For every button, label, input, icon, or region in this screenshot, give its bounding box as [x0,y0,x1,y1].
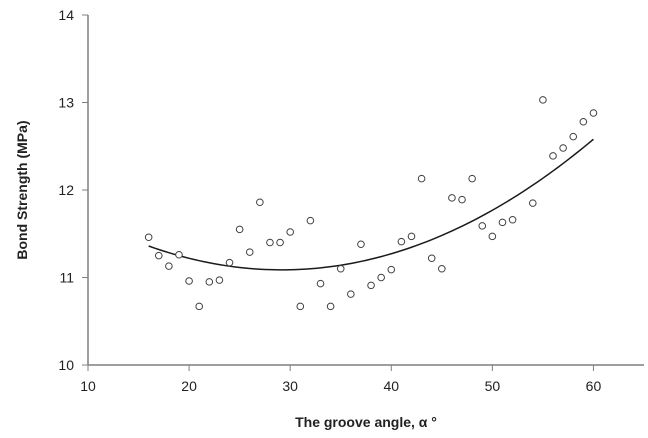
data-point [509,216,516,223]
data-point [307,217,314,224]
data-point [297,303,304,310]
data-point [337,265,344,272]
y-axis-ticks: 10 11 12 13 14 [58,7,88,373]
data-point [499,219,506,226]
trendline [149,139,594,270]
x-tick-label: 30 [282,378,298,394]
data-point [479,223,486,230]
data-point [186,278,193,285]
y-tick-label: 13 [58,95,74,111]
x-axis-ticks: 10 20 30 40 50 60 [80,365,601,394]
data-point [489,233,496,240]
data-point [449,195,456,202]
data-point [580,118,587,125]
data-points [145,97,596,310]
axes [88,15,644,365]
data-point [196,303,203,310]
data-point [418,175,425,182]
data-point [398,238,405,245]
data-point [408,233,415,240]
data-point [287,229,294,236]
data-point [176,251,183,258]
data-point [145,234,152,241]
data-point [368,282,375,289]
x-tick-label: 60 [586,378,602,394]
data-point [570,133,577,140]
data-point [257,199,264,206]
data-point [317,280,324,287]
y-axis-title: Bond Strength (MPa) [14,120,30,259]
data-point [459,196,466,203]
data-point [439,265,446,272]
data-point [216,277,223,284]
data-point [206,279,213,286]
data-point [226,259,233,266]
data-point [469,175,476,182]
data-point [378,274,385,281]
x-tick-label: 40 [383,378,399,394]
data-point [358,241,365,248]
x-axis-title: The groove angle, α ° [295,414,437,430]
data-point [590,110,597,117]
data-point [540,97,547,104]
x-tick-label: 10 [80,378,96,394]
data-point [277,239,284,246]
y-tick-label: 11 [59,270,74,286]
data-point [236,226,243,233]
data-point [166,263,173,270]
data-point [327,303,334,310]
x-tick-label: 50 [485,378,501,394]
data-point [530,200,537,207]
x-tick-label: 20 [181,378,197,394]
y-tick-label: 10 [58,357,74,373]
data-point [550,153,557,160]
y-tick-label: 14 [58,7,74,23]
data-point [388,266,395,273]
data-point [560,145,567,152]
data-point [246,249,253,256]
data-point [267,239,274,246]
data-point [428,255,435,262]
data-point [348,291,355,298]
data-point [155,252,162,259]
y-tick-label: 12 [58,182,74,198]
